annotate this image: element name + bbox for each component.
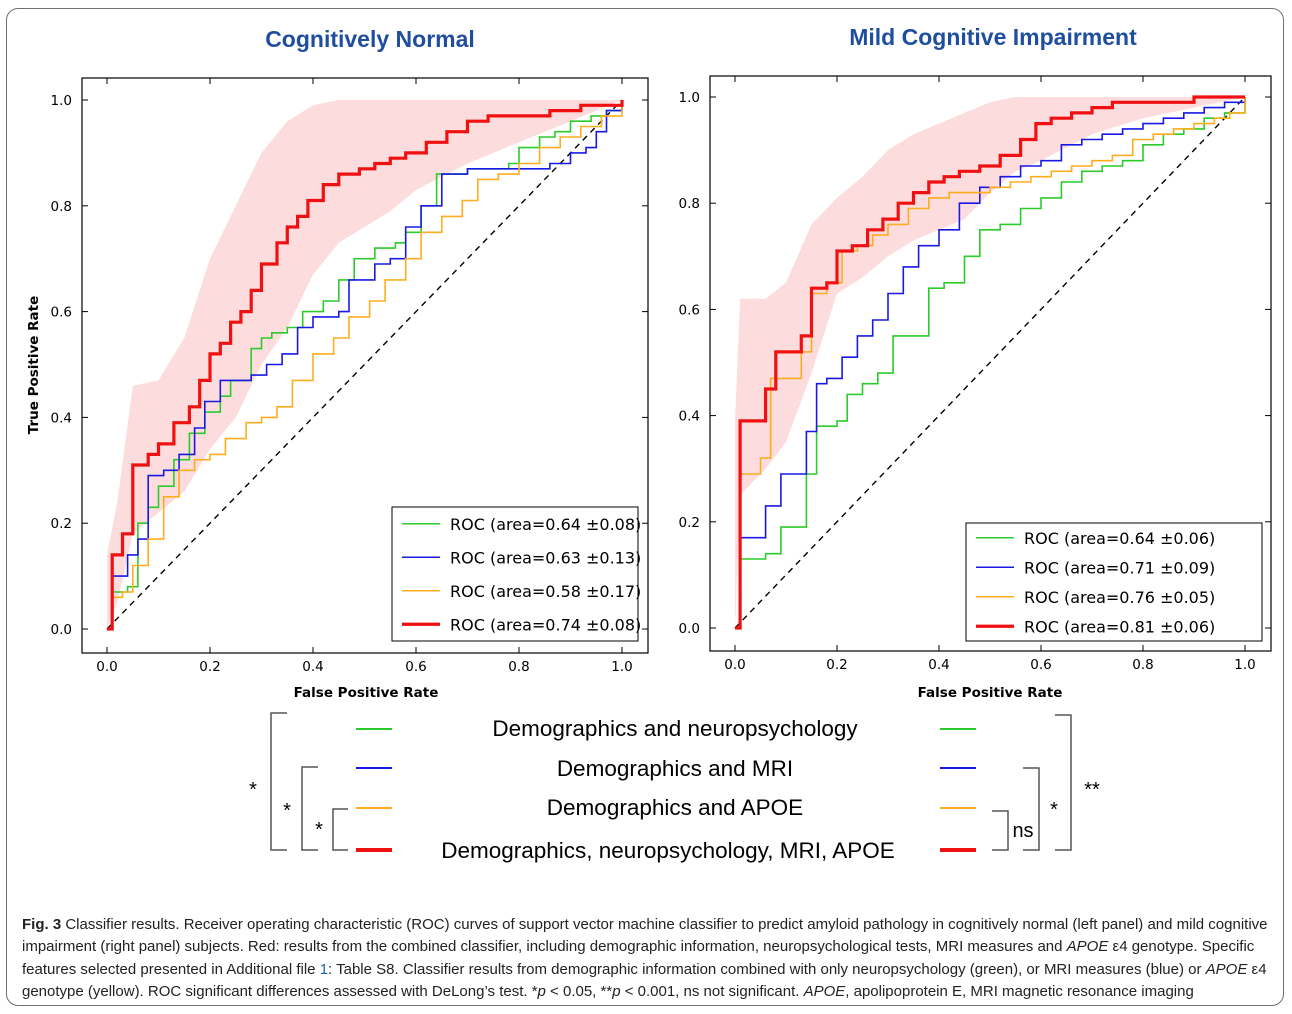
plot-legend-label: ROC (area=0.58 ±0.17)	[450, 582, 641, 601]
plot-legend-label: ROC (area=0.63 ±0.13)	[450, 548, 641, 567]
sig-left-middle: *	[283, 800, 291, 822]
caption-label: Fig. 3	[22, 916, 62, 933]
bracket-right-outer	[1055, 714, 1072, 851]
caption-text: Classifier results. Receiver operating c…	[22, 916, 1268, 956]
y-tick-label: 0.6	[679, 302, 700, 318]
sig-left-inner: *	[315, 819, 323, 841]
bracket-right-inner	[992, 810, 1009, 851]
figure-caption: Fig. 3 Classifier results. Receiver oper…	[22, 914, 1272, 1003]
bracket-left-inner	[332, 808, 348, 851]
figure-graphics: Cognitively Normal 0.0 0.2 0.4 0.6 0.8 1.00.0…	[26, 24, 1272, 863]
legend-label-mri: Demographics and MRI	[557, 756, 793, 781]
plot-legend-label: ROC (area=0.64 ±0.08)	[450, 515, 641, 534]
x-tick-label: 0.4	[928, 657, 949, 673]
combined-legend: Demographics and neuropsychology Demogra…	[249, 712, 1100, 863]
x-tick-label: 1.0	[1234, 657, 1255, 673]
sig-right-outer: **	[1084, 779, 1100, 801]
caption-text: , apolipoprotein E, MRI magnetic resonan…	[845, 982, 1194, 1000]
roc-curve-green	[735, 97, 1246, 629]
panel-title-right: Mild Cognitive Impairment	[849, 24, 1137, 50]
y-tick-label: 1.0	[51, 93, 72, 109]
caption-text: < 0.001, ns not significant.	[620, 982, 804, 1000]
caption-p: p	[537, 982, 546, 1000]
figure-frame	[6, 8, 1284, 1006]
chance-diagonal	[734, 96, 1246, 629]
sig-left-outer: *	[249, 779, 257, 801]
y-tick-label: 0.2	[51, 516, 72, 532]
x-tick-label: 0.2	[199, 659, 220, 675]
roc-curve-orange	[107, 100, 623, 630]
additional-file-link[interactable]: 1	[319, 960, 329, 978]
legend-label-combined: Demographics, neuropsychology, MRI, APOE	[441, 838, 895, 863]
y-axis-label-left: True Positive Rate	[26, 296, 42, 435]
caption-apoe: APOE	[1205, 960, 1248, 978]
sig-right-inner: ns	[1012, 820, 1033, 842]
bracket-left-middle	[301, 766, 318, 851]
sig-right-middle: *	[1050, 799, 1058, 821]
y-tick-label: 0.6	[51, 305, 72, 321]
x-tick-label: 0.2	[826, 657, 847, 673]
plot-legend-label: ROC (area=0.71 ±0.09)	[1024, 558, 1215, 577]
caption-apoe: APOE	[803, 982, 846, 1000]
y-tick-label: 0.0	[51, 622, 72, 638]
y-tick-label: 1.0	[679, 90, 700, 106]
caption-text: : Table S8. Classifier results from demo…	[328, 960, 1206, 978]
confidence-band	[107, 100, 622, 629]
roc-plot-mild-cognitive-impairment: 0.0 0.2 0.4 0.6 0.8 1.0 0.0 0.2 0.4 0.6 0.8 1.0 ROC …	[679, 75, 1272, 673]
plot-legend-label: ROC (area=0.76 ±0.05)	[1024, 588, 1215, 607]
roc-curve-orange	[735, 97, 1246, 629]
x-tick-label: 0.6	[1030, 657, 1051, 673]
y-tick-label: 0.8	[679, 196, 700, 212]
roc-plot-cognitively-normal: 0.0 0.2 0.4 0.6 0.8 1.0 0.0 0.2 0.4 0.6 0.8 1.0 ROC …	[51, 77, 649, 675]
x-tick-label: 0.8	[508, 659, 529, 675]
bracket-right-middle	[1023, 767, 1040, 851]
caption-apoe: APOE	[1066, 938, 1109, 956]
plot-legend-label: ROC (area=0.64 ±0.06)	[1024, 529, 1215, 548]
y-tick-label: 0.4	[51, 410, 72, 426]
x-axis-label-left: False Positive Rate	[294, 685, 439, 701]
confidence-band	[735, 97, 1245, 628]
x-tick-label: 0.6	[405, 659, 426, 675]
roc-curve-red	[107, 100, 624, 631]
y-tick-label: 0.0	[679, 621, 700, 637]
chance-diagonal	[106, 99, 623, 630]
legend-label-neuropsychology: Demographics and neuropsychology	[492, 716, 858, 741]
panel-title-left: Cognitively Normal	[265, 26, 475, 52]
caption-text: < 0.05, **	[545, 982, 613, 1000]
roc-curve-red	[735, 95, 1245, 630]
x-tick-label: 0.8	[1132, 657, 1153, 673]
x-tick-label: 0.4	[302, 659, 323, 675]
caption-p: p	[612, 982, 621, 1000]
plot-legend-box	[965, 522, 1263, 642]
y-tick-label: 0.4	[679, 409, 700, 425]
x-tick-label: 0.0	[96, 659, 117, 675]
caption-text: ε4 genotype (yellow). ROC significant di…	[22, 960, 1267, 1000]
x-tick-label: 0.0	[724, 657, 745, 673]
plot-legend-label: ROC (area=0.81 ±0.06)	[1024, 617, 1215, 636]
roc-curve-blue	[735, 97, 1246, 629]
caption-text: ε4 genotype. Specific features selected …	[22, 938, 1255, 978]
roc-curve-blue	[107, 100, 623, 630]
plot-legend-label: ROC (area=0.74 ±0.08)	[450, 615, 641, 634]
y-tick-label: 0.2	[679, 515, 700, 531]
legend-label-apoe: Demographics and APOE	[547, 795, 803, 820]
bracket-left-outer	[270, 712, 287, 851]
x-tick-label: 1.0	[611, 659, 632, 675]
plot-legend-box	[391, 506, 639, 642]
x-axis-label-right: False Positive Rate	[918, 685, 1063, 701]
y-tick-label: 0.8	[51, 199, 72, 215]
